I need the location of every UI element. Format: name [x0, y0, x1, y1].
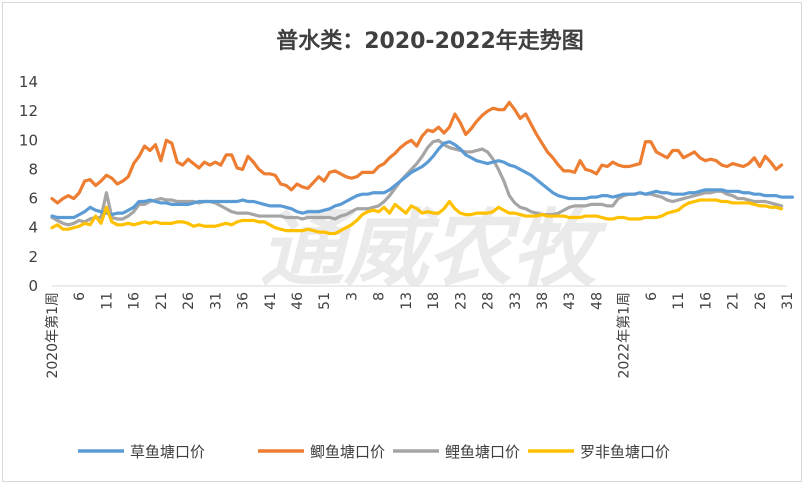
chart-title: 普水类：2020-2022年走势图: [276, 28, 584, 54]
x-tick-label: 38: [535, 292, 551, 310]
y-tick-label: 0: [28, 277, 38, 295]
series-line: [50, 198, 784, 236]
x-tick-label: 36: [236, 292, 252, 310]
x-tick-label: 33: [508, 292, 524, 310]
legend-label: 罗非鱼塘口价: [580, 443, 670, 461]
x-tick-label: 16: [698, 292, 714, 310]
x-tick-label: 21: [154, 292, 170, 310]
x-tick-label: 26: [181, 292, 197, 310]
x-tick-label: 21: [726, 292, 742, 310]
legend-label: 鲫鱼塘口价: [310, 443, 385, 461]
series-line: [50, 140, 795, 220]
y-tick-label: 4: [28, 219, 38, 237]
x-tick-label: 18: [426, 292, 442, 310]
x-tick-label: 16: [127, 292, 143, 310]
legend-label: 草鱼塘口价: [130, 443, 205, 461]
x-tick-label: 2020年第1周: [44, 292, 61, 379]
x-tick-label: 43: [562, 292, 578, 310]
x-tick-label: 46: [290, 292, 306, 310]
x-tick-label: 48: [589, 292, 605, 310]
legend-label: 鲤鱼塘口价: [445, 443, 520, 461]
x-tick-label: 26: [753, 292, 769, 310]
legend: 草鱼塘口价 鲫鱼塘口价 鲤鱼塘口价 罗非鱼塘口价: [78, 443, 670, 461]
y-tick-label: 12: [19, 102, 38, 120]
x-tick-label: 31: [208, 292, 224, 310]
x-tick-label: 11: [99, 292, 115, 310]
x-tick-label: 41: [263, 292, 279, 310]
x-tick-label: 6: [644, 292, 660, 301]
plot-area: [50, 100, 795, 236]
x-tick-label: 8: [372, 292, 388, 301]
x-tick-label: 23: [453, 292, 469, 310]
y-tick-label: 14: [19, 73, 38, 91]
x-tick-label: 31: [780, 292, 796, 310]
x-tick-label: 13: [399, 292, 415, 310]
x-tick-label: 3: [344, 292, 360, 301]
series-line: [50, 138, 784, 227]
y-tick-label: 8: [28, 160, 38, 178]
x-tick-label: 2022年第1周: [616, 292, 633, 379]
y-tick-label: 6: [28, 190, 38, 208]
x-axis: 2020年第1周 6 11 16 21 26 31 36 41 46 51 3 8 13 18 23 28 33 3…: [44, 285, 796, 379]
y-tick-label: 2: [28, 248, 38, 266]
x-tick-label: 51: [317, 292, 333, 310]
x-tick-label: 28: [481, 292, 497, 310]
x-tick-label: 11: [671, 292, 687, 310]
x-tick-label: 6: [72, 292, 88, 301]
y-axis: 0 2 4 6 8 10 12 14: [19, 73, 38, 295]
y-tick-label: 10: [19, 131, 38, 149]
series-line: [50, 100, 784, 205]
